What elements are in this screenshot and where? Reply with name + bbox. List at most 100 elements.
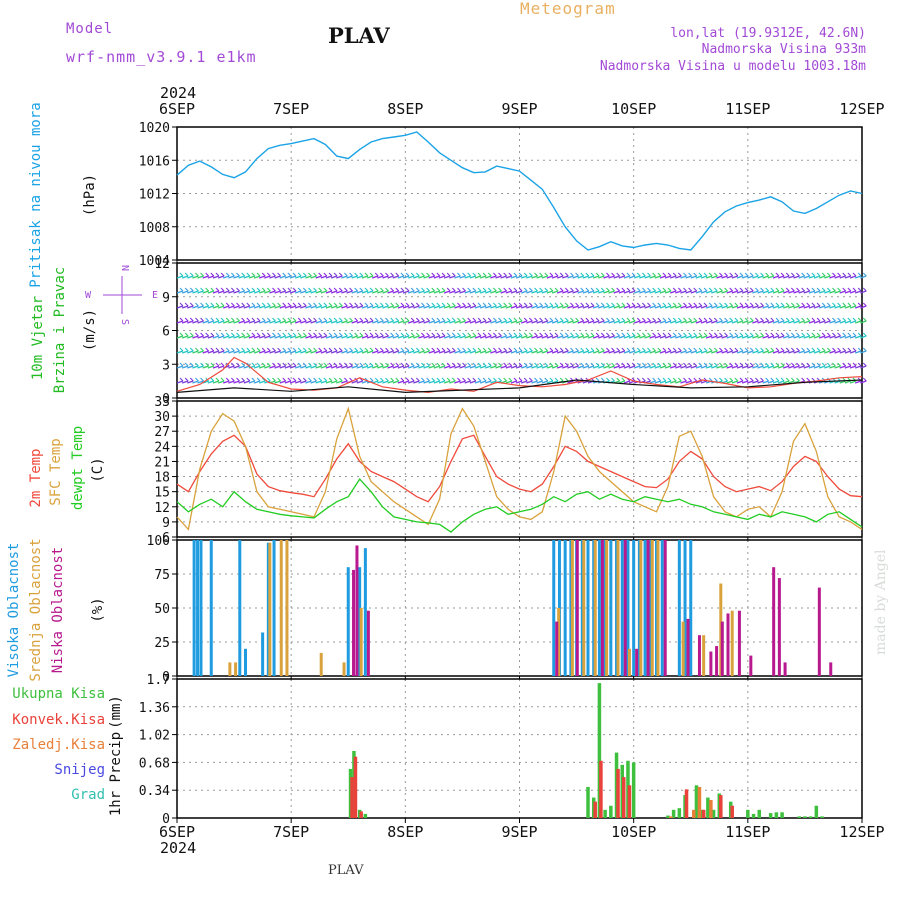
wind-arrow [294,350,302,354]
wind-arrow [441,347,446,352]
wind-arrow [179,362,184,367]
wind-arrow [801,377,806,382]
wind-arrow [423,290,430,294]
wind-arrow [500,320,507,324]
wind-arrow [662,332,667,337]
wind-arrow [217,275,225,279]
wind-arrow [292,377,297,382]
bar [605,540,609,676]
wind-arrow [421,302,425,307]
bar [635,648,639,676]
wind-arrow [842,302,847,307]
wind-arrow [256,332,261,337]
wind-arrow [457,362,461,367]
bar [701,809,706,818]
wind-arrow [469,350,477,354]
bar [272,540,276,676]
wind-arrow [508,377,513,382]
wind-arrow [729,272,734,277]
wind-arrow [837,302,841,307]
wind-arrow [672,287,677,292]
wind-arrow [551,335,559,339]
wind-arrow [724,317,728,322]
bar [726,613,730,676]
wind-arrow [359,332,364,337]
wind-arrow [200,362,204,367]
wind-arrow [639,350,646,354]
wind-arrow [361,275,369,279]
wind-arrow [397,335,405,339]
bar [627,648,631,676]
wind-arrow [734,377,739,382]
wind-arrow [318,317,323,322]
wind-arrow [731,290,739,294]
bar [669,816,673,818]
wind-arrow [526,335,533,339]
wind-arrow [608,335,615,339]
wind-arrow [821,302,826,307]
wind-arrow [680,320,687,324]
wind-arrow [228,350,235,354]
wind-arrow [195,332,199,337]
wind-arrow [860,290,867,294]
wind-arrow [492,287,497,292]
wind-arrow [258,275,266,279]
wind-arrow [755,302,759,307]
wind-arrow [857,272,862,277]
wind-arrow [734,347,739,352]
wind-arrow [534,347,538,352]
wind-arrow [297,317,302,322]
wind-arrow [780,317,785,322]
wind-arrow [500,305,507,309]
wind-arrow [498,377,502,382]
wind-arrow [616,272,621,277]
wind-arrow [790,347,795,352]
wind-arrow [752,335,759,339]
wind-arrow [654,380,661,384]
bar [646,540,650,676]
wind-arrow [279,275,286,279]
wind-arrow [731,335,739,339]
wind-arrow [626,347,631,352]
wind-arrow [680,350,687,354]
wind-arrow [726,275,733,279]
wind-arrow [741,290,749,294]
year-bottom: 2024 [160,839,196,857]
wind-arrow [477,377,482,382]
wind-arrow [318,287,323,292]
y-tick-label: 100 [147,534,170,549]
wind-arrow [639,320,646,324]
wind-arrow [323,272,328,277]
wind-arrow [202,290,209,294]
wind-arrow [647,347,651,352]
wind-arrow [621,377,626,382]
wind-arrow [844,350,852,354]
wind-arrow [598,290,605,294]
wind-arrow [464,365,471,369]
wind-arrow [839,320,846,324]
wind-arrow [767,380,775,384]
wind-arrow [713,362,718,367]
wind-arrow [641,302,646,307]
wind-arrow [767,350,775,354]
wind-arrow [755,362,759,367]
wind-arrow [672,377,677,382]
wind-arrow [659,350,667,354]
wind-arrow [693,332,698,337]
wind-arrow [415,347,420,352]
wind-arrow [490,335,497,339]
wind-arrow [631,317,636,322]
bar [209,540,213,676]
wind-arrow [395,287,400,292]
wind-arrow [762,275,769,279]
wind-arrow [500,275,507,279]
wind-arrow [549,287,554,292]
wind-arrow [207,320,215,324]
cloud-unit: (%) [90,597,106,622]
wind-arrow [724,362,728,367]
wind-arrow [760,332,764,337]
wind-arrow [402,320,410,324]
wind-arrow [207,275,215,279]
wind-arrow [379,347,384,352]
wind-arrow [382,380,389,384]
